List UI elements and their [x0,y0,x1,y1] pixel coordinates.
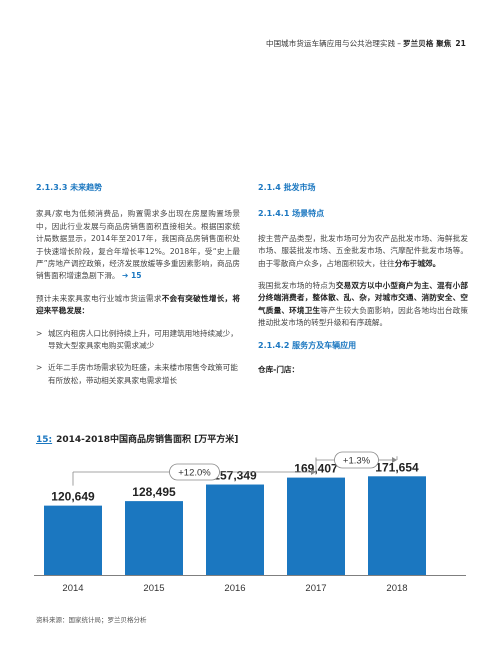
tick-label-2017: 2017 [305,583,326,594]
bar-2017 [287,477,345,575]
paragraph-text: 我国批发市场的特点为 [258,281,336,291]
section-heading-wholesale-market: 2.1.4 批发市场 [258,183,316,192]
tick-label-2014: 2014 [62,583,83,594]
tick-label-2018: 2018 [386,583,407,594]
subheading-service-vehicles: 2.1.4.2 服务方及车辆应用 [258,340,357,350]
value-label-2016: 157,349 [213,469,257,483]
section-heading-future-trend: 2.1.3.3 未来趋势 [36,183,103,192]
page-header: 中国城市货运车辆应用与公共治理实践 – 罗兰贝格 聚焦 21 [266,38,466,49]
source-note: 资料来源：国家统计局；罗兰贝格分析 [36,616,147,624]
bullet-text: 近年二手房市场需求较为旺盛，未来楼市限售令政策可能有所放松，带动相关家具家电需求… [48,363,238,385]
chart-title: 15: 2014-2018中国商品房销售面积 [万平方米] [36,432,238,445]
bar-2014 [44,505,102,575]
paragraph-bold-text: 不会有突破性增长，将迎来平稳发展： [36,293,241,316]
value-label-2014: 120,649 [51,490,95,504]
bar-2016 [206,484,264,575]
bar-chart: 120,6492014128,4952015157,3492016169,407… [34,451,466,594]
list-item: > 城区内租房人口比例持续上升，可用建筑用地持续减少，导致大型家具家电购买需求减… [36,328,240,353]
bar-2015 [125,501,183,575]
annotation-pill [334,451,379,469]
paragraph-market-characteristics: 我国批发市场的特点为交易双方以中小型商户为主、混有小部分终端消费者，整体散、乱、… [258,280,468,330]
left-column: 2.1.3.3 未来趋势 家具/家电为低频消费品，购置需求多出现在房屋购置场景中… [36,182,240,397]
annotation-arrow [311,469,316,475]
paragraph-text: 预计未来家具家电行业城市货运需求 [36,293,162,303]
paragraph-bold-text: 交易双方以中小型商户为主、混有小部分终端消费者，整体散、乱、杂，对城市交通、消防… [258,281,469,315]
chart-title-text: 2014-2018中国商品房销售面积 [万平方米] [56,435,239,445]
header-separator: – [397,39,402,48]
paragraph-bold-text: 分布于城郊。 [394,258,441,268]
paragraph-warehouse-store: 仓库-门店： [258,364,468,376]
paragraph-forecast: 预计未来家具家电行业城市货运需求不会有突破性增长，将迎来平稳发展： [36,293,240,318]
annotation-pill [169,463,220,481]
bullet-marker: > [36,363,43,373]
bullet-marker: > [36,328,43,338]
header-title: 中国城市货运车辆应用与公共治理实践 [265,39,396,48]
annotation-label: +1.3% [343,456,371,467]
list-item: > 近年二手房市场需求较为旺盛，未来楼市限售令政策可能有所放松，带动相关家具家电… [36,362,240,387]
paragraph-text: 家具/家电为低频消费品，购置需求多出现在房屋购置场景中，因此行业发展与商品房销售… [36,209,240,281]
paragraph-text: 等产生较大负面影响，因此各地均出台政策推动批发市场的转型升级和有序疏解。 [258,305,469,328]
figure-number: 15: [36,435,53,445]
figure-reference-link[interactable]: ➔ 15 [121,271,142,281]
paragraph-bold-text: 仓库-门店： [258,365,300,375]
paragraph-text: 按主营产品类型，批发市场可分为农产品批发市场、海鲜批发市场、服装批发市场、五金批… [258,233,468,268]
paragraph-market-types: 按主营产品类型，批发市场可分为农产品批发市场、海鲜批发市场、服装批发市场、五金批… [258,233,468,270]
value-label-2015: 128,495 [132,485,176,499]
annotation-label: +12.0% [178,468,211,479]
bar-2018 [368,476,426,575]
tick-label-2016: 2016 [224,583,245,594]
header-brand: 罗兰贝格 聚焦 [403,39,452,48]
tick-label-2015: 2015 [143,583,164,594]
annotation-arrow [392,457,397,463]
right-column: 2.1.4 批发市场 2.1.4.1 场景特点 按主营产品类型，批发市场可分为农… [258,182,468,386]
value-label-2018: 171,654 [375,460,419,474]
subheading-scenario-features: 2.1.4.1 场景特点 [258,209,325,219]
paragraph-market-background: 家具/家电为低频消费品，购置需求多出现在房屋购置场景中，因此行业发展与商品房销售… [36,208,240,282]
bullet-text: 城区内租房人口比例持续上升，可用建筑用地持续减少，导致大型家具家电购买需求减少 [48,328,238,351]
page-number: 21 [455,39,466,48]
